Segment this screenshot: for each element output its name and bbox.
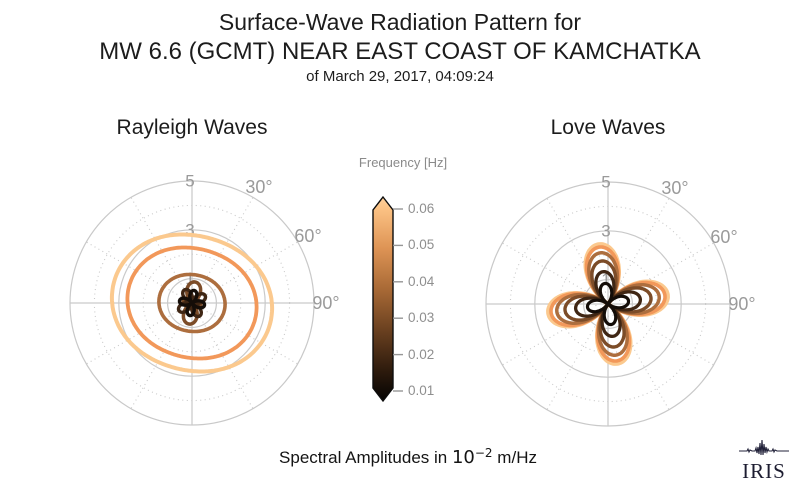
radiation-curve-0.05 bbox=[125, 245, 259, 361]
love-plot-title: Love Waves bbox=[550, 116, 666, 139]
seismogram-icon bbox=[739, 439, 789, 456]
angle-tick-label: 30° bbox=[661, 178, 688, 198]
radiation-curve-0.06 bbox=[109, 232, 275, 374]
radial-tick-label: 5 bbox=[185, 172, 194, 191]
colorbar-tick-label: 0.06 bbox=[408, 201, 435, 216]
love-polar-plot: 1 3 5 30° 60° 90° bbox=[485, 173, 756, 427]
angle-tick-label: 90° bbox=[312, 293, 339, 313]
grid-spoke-dotted bbox=[502, 242, 602, 301]
caption-prefix: Spectral Amplitudes in bbox=[279, 448, 448, 467]
grid-spoke-dotted bbox=[130, 309, 189, 409]
angle-tick-label: 90° bbox=[728, 294, 755, 314]
iris-logo: IRIS bbox=[735, 439, 793, 482]
grid-spoke-dotted bbox=[195, 197, 254, 297]
iris-logo-text: IRIS bbox=[742, 459, 786, 483]
rayleigh-polar-plot: 1 3 5 30° 60° 90° bbox=[69, 172, 340, 426]
grid-spoke-dotted bbox=[611, 198, 670, 298]
angle-tick-label: 30° bbox=[245, 177, 272, 197]
radial-tick-label: 3 bbox=[601, 221, 610, 240]
colorbar-title: Frequency [Hz] bbox=[358, 155, 448, 170]
radial-tick-label: 3 bbox=[185, 220, 194, 239]
radiation-curve-0.01 bbox=[585, 281, 631, 327]
colorbar-tick-label: 0.01 bbox=[408, 383, 435, 398]
figure-title-line1: Surface-Wave Radiation Pattern for bbox=[218, 9, 582, 35]
grid-spoke-dotted bbox=[198, 241, 298, 300]
angle-tick-label: 60° bbox=[294, 226, 321, 246]
colorbar-tick-label: 0.02 bbox=[408, 346, 435, 362]
radial-tick-label: 5 bbox=[601, 173, 610, 192]
colorbar-gradient bbox=[373, 197, 393, 401]
radiation-curve-0.01 bbox=[177, 288, 207, 318]
caption: Spectral Amplitudes in 10−2 m/Hz bbox=[279, 446, 537, 468]
radial-tick-label: 1 bbox=[185, 269, 194, 288]
figure-title-line2: MW 6.6 (GCMT) NEAR EAST COAST OF KAMCHAT… bbox=[99, 38, 701, 65]
radiation-curve-0.04 bbox=[157, 272, 227, 334]
colorbar bbox=[372, 196, 403, 403]
grid-spoke-dotted bbox=[86, 306, 186, 365]
grid-spoke-dotted bbox=[130, 197, 189, 297]
grid-spoke-dotted bbox=[195, 309, 254, 409]
colorbar-outline bbox=[372, 196, 394, 403]
figure-title-line3: of March 29, 2017, 04:09:24 bbox=[306, 68, 494, 85]
colorbar-tick-label: 0.04 bbox=[408, 273, 435, 289]
caption-exponent: −2 bbox=[474, 446, 493, 460]
rayleigh-plot-title: Rayleigh Waves bbox=[116, 116, 268, 139]
colorbar-tick-label: 0.05 bbox=[408, 237, 435, 253]
colorbar-tick-label: 0.03 bbox=[408, 310, 435, 326]
grid-spoke-dotted bbox=[198, 306, 298, 365]
grid-spoke-dotted bbox=[614, 307, 714, 366]
caption-suffix: m/Hz bbox=[497, 448, 537, 467]
radial-tick-label: 1 bbox=[601, 270, 610, 289]
grid-spoke-dotted bbox=[86, 241, 186, 300]
grid-spoke-dotted bbox=[546, 310, 605, 410]
caption-base: 10 bbox=[451, 447, 475, 468]
angle-tick-label: 60° bbox=[710, 227, 737, 247]
